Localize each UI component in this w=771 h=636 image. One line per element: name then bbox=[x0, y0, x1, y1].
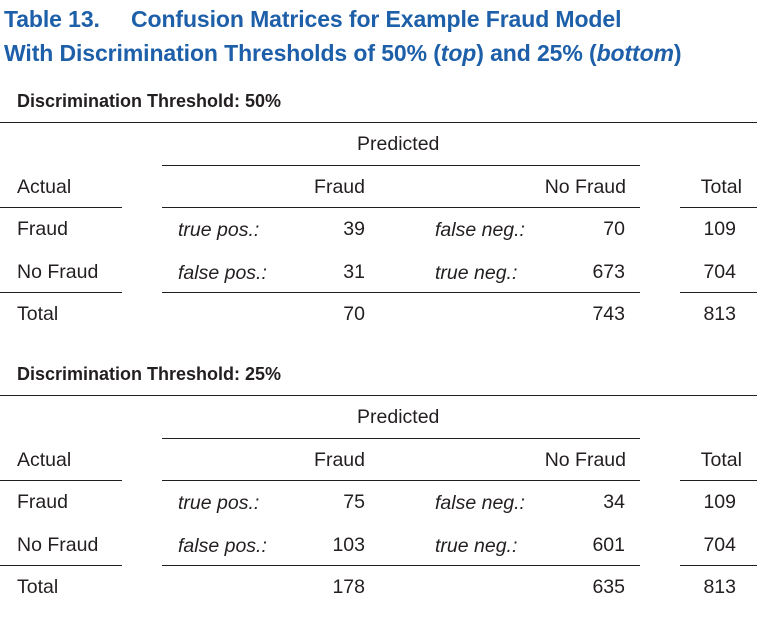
cell-tag-true-neg: true neg.: bbox=[435, 535, 518, 557]
title-text-part: ) and 25% ( bbox=[476, 40, 597, 66]
cell-value: 673 bbox=[592, 261, 625, 283]
predicted-underline bbox=[162, 165, 640, 166]
actual-header: Actual bbox=[17, 449, 72, 471]
table-number: Table 13. bbox=[4, 6, 100, 32]
predicted-underline bbox=[162, 438, 640, 439]
grand-total: 813 bbox=[703, 576, 736, 598]
cell-value: 70 bbox=[603, 218, 625, 240]
col-header-total: Total bbox=[700, 449, 742, 471]
col-total-value: 178 bbox=[332, 576, 365, 598]
top-rule bbox=[0, 395, 757, 396]
row-label-no-fraud: No Fraud bbox=[17, 534, 99, 556]
totals-rule bbox=[162, 292, 640, 293]
section-heading: Discrimination Threshold: 25% bbox=[17, 364, 282, 384]
cell-value: 34 bbox=[603, 491, 625, 513]
col-header-no-fraud: No Fraud bbox=[544, 176, 626, 198]
predicted-header: Predicted bbox=[357, 133, 440, 155]
cell-tag-false-pos: false pos.: bbox=[178, 535, 267, 557]
row-label-fraud: Fraud bbox=[17, 491, 68, 513]
header-rule bbox=[0, 480, 122, 481]
col-header-no-fraud: No Fraud bbox=[544, 449, 626, 471]
cell-value: 39 bbox=[343, 218, 365, 240]
header-rule bbox=[162, 480, 640, 481]
cell-tag-true-neg: true neg.: bbox=[435, 262, 518, 284]
title-line-1: Table 13. Confusion Matrices for Example … bbox=[4, 2, 681, 36]
title-italic-top: top bbox=[440, 40, 477, 66]
row-total: 109 bbox=[703, 218, 736, 240]
totals-rule bbox=[0, 565, 122, 566]
cell-tag-true-pos: true pos.: bbox=[178, 219, 260, 241]
title-italic-bottom: bottom bbox=[596, 40, 674, 66]
cell-value: 601 bbox=[592, 534, 625, 556]
confusion-matrix-25: Discrimination Threshold: 25% Predicted … bbox=[0, 356, 771, 636]
header-rule bbox=[680, 207, 757, 208]
row-label-no-fraud: No Fraud bbox=[17, 261, 99, 283]
row-total: 704 bbox=[703, 534, 736, 556]
row-label-fraud: Fraud bbox=[17, 218, 68, 240]
cell-value: 31 bbox=[343, 261, 365, 283]
header-rule bbox=[680, 480, 757, 481]
totals-rule bbox=[162, 565, 640, 566]
totals-rule bbox=[0, 292, 122, 293]
col-total-value: 743 bbox=[592, 303, 625, 325]
title-text-part: ) bbox=[673, 40, 682, 66]
table-title: Table 13. Confusion Matrices for Example … bbox=[4, 2, 682, 70]
confusion-matrix-50: Discrimination Threshold: 50% Predicted … bbox=[0, 83, 771, 363]
cell-value: 103 bbox=[332, 534, 365, 556]
title-line-2: With Discrimination Thresholds of 50% (t… bbox=[4, 36, 682, 70]
title-text: Confusion Matrices for Example Fraud Mod… bbox=[131, 6, 622, 32]
actual-header: Actual bbox=[17, 176, 72, 198]
cell-tag-false-neg: false neg.: bbox=[435, 219, 525, 241]
totals-rule bbox=[680, 565, 757, 566]
top-rule bbox=[0, 122, 757, 123]
row-label-total: Total bbox=[17, 576, 59, 598]
section-heading: Discrimination Threshold: 50% bbox=[17, 91, 282, 111]
col-header-fraud: Fraud bbox=[314, 449, 365, 471]
title-text-part: With Discrimination Thresholds of 50% ( bbox=[4, 40, 441, 66]
cell-tag-false-pos: false pos.: bbox=[178, 262, 267, 284]
col-total-value: 70 bbox=[343, 303, 365, 325]
row-total: 109 bbox=[703, 491, 736, 513]
cell-value: 75 bbox=[343, 491, 365, 513]
totals-rule bbox=[680, 292, 757, 293]
col-header-total: Total bbox=[700, 176, 742, 198]
row-total: 704 bbox=[703, 261, 736, 283]
predicted-header: Predicted bbox=[357, 406, 440, 428]
cell-tag-true-pos: true pos.: bbox=[178, 492, 260, 514]
header-rule bbox=[162, 207, 640, 208]
cell-tag-false-neg: false neg.: bbox=[435, 492, 525, 514]
row-label-total: Total bbox=[17, 303, 59, 325]
col-total-value: 635 bbox=[592, 576, 625, 598]
col-header-fraud: Fraud bbox=[314, 176, 365, 198]
header-rule bbox=[0, 207, 122, 208]
grand-total: 813 bbox=[703, 303, 736, 325]
